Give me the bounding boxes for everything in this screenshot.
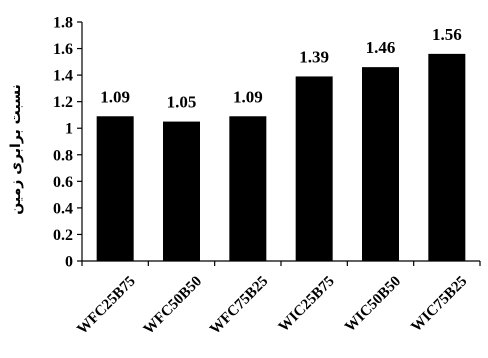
y-tick-label: 1.2 <box>53 94 73 111</box>
y-tick-label: 1.8 <box>53 15 73 32</box>
bars <box>96 53 466 262</box>
x-category-label: WIC25B75 <box>276 273 338 335</box>
bar-wic50b50 <box>362 67 399 262</box>
data-label-wfc50b50: 1.05 <box>167 93 197 112</box>
y-tick-label: 0.6 <box>53 174 73 191</box>
data-label-wfc25b75: 1.09 <box>100 87 130 106</box>
y-tick-label: 1.6 <box>53 41 73 58</box>
data-label-wic50b50: 1.46 <box>366 38 396 57</box>
bar-wfc75b25 <box>229 116 267 262</box>
data-labels: 1.09 1.05 1.09 1.39 1.46 1.56 <box>100 25 461 112</box>
data-label-wic25b75: 1.39 <box>299 47 329 66</box>
y-axis-title: نسبت برابری زمین <box>8 84 24 214</box>
x-axis-ticks: WFC25B75 WFC50B50 WFC75B25 WIC25B75 WIC50B50… <box>74 261 481 338</box>
x-category-label: WIC75B25 <box>408 273 470 335</box>
y-tick-label: 0.8 <box>53 147 73 164</box>
bar-wic75b25 <box>428 53 466 261</box>
x-category-label: WFC25B75 <box>74 273 138 337</box>
data-label-wfc75b25: 1.09 <box>233 87 263 106</box>
x-category-label: WFC50B50 <box>141 273 205 337</box>
y-tick-label: 1.4 <box>53 68 73 85</box>
y-tick-label: 0.4 <box>53 200 73 217</box>
y-axis-ticks: 0 0.2 0.4 0.6 0.8 1 1.2 1.4 1.6 1.8 <box>53 15 82 271</box>
y-axis-title-group: نسبت برابری زمین <box>8 84 24 214</box>
bar-wfc25b75 <box>96 116 134 262</box>
bar-wfc50b50 <box>163 121 200 261</box>
x-category-label: WFC75B25 <box>207 273 271 337</box>
y-tick-label: 1 <box>65 121 73 138</box>
y-tick-label: 0 <box>65 254 73 271</box>
y-tick-label: 0.2 <box>53 227 73 244</box>
bar-wic25b75 <box>295 76 333 261</box>
x-category-label: WIC50B50 <box>342 273 404 335</box>
data-label-wic75b25: 1.56 <box>432 25 462 44</box>
